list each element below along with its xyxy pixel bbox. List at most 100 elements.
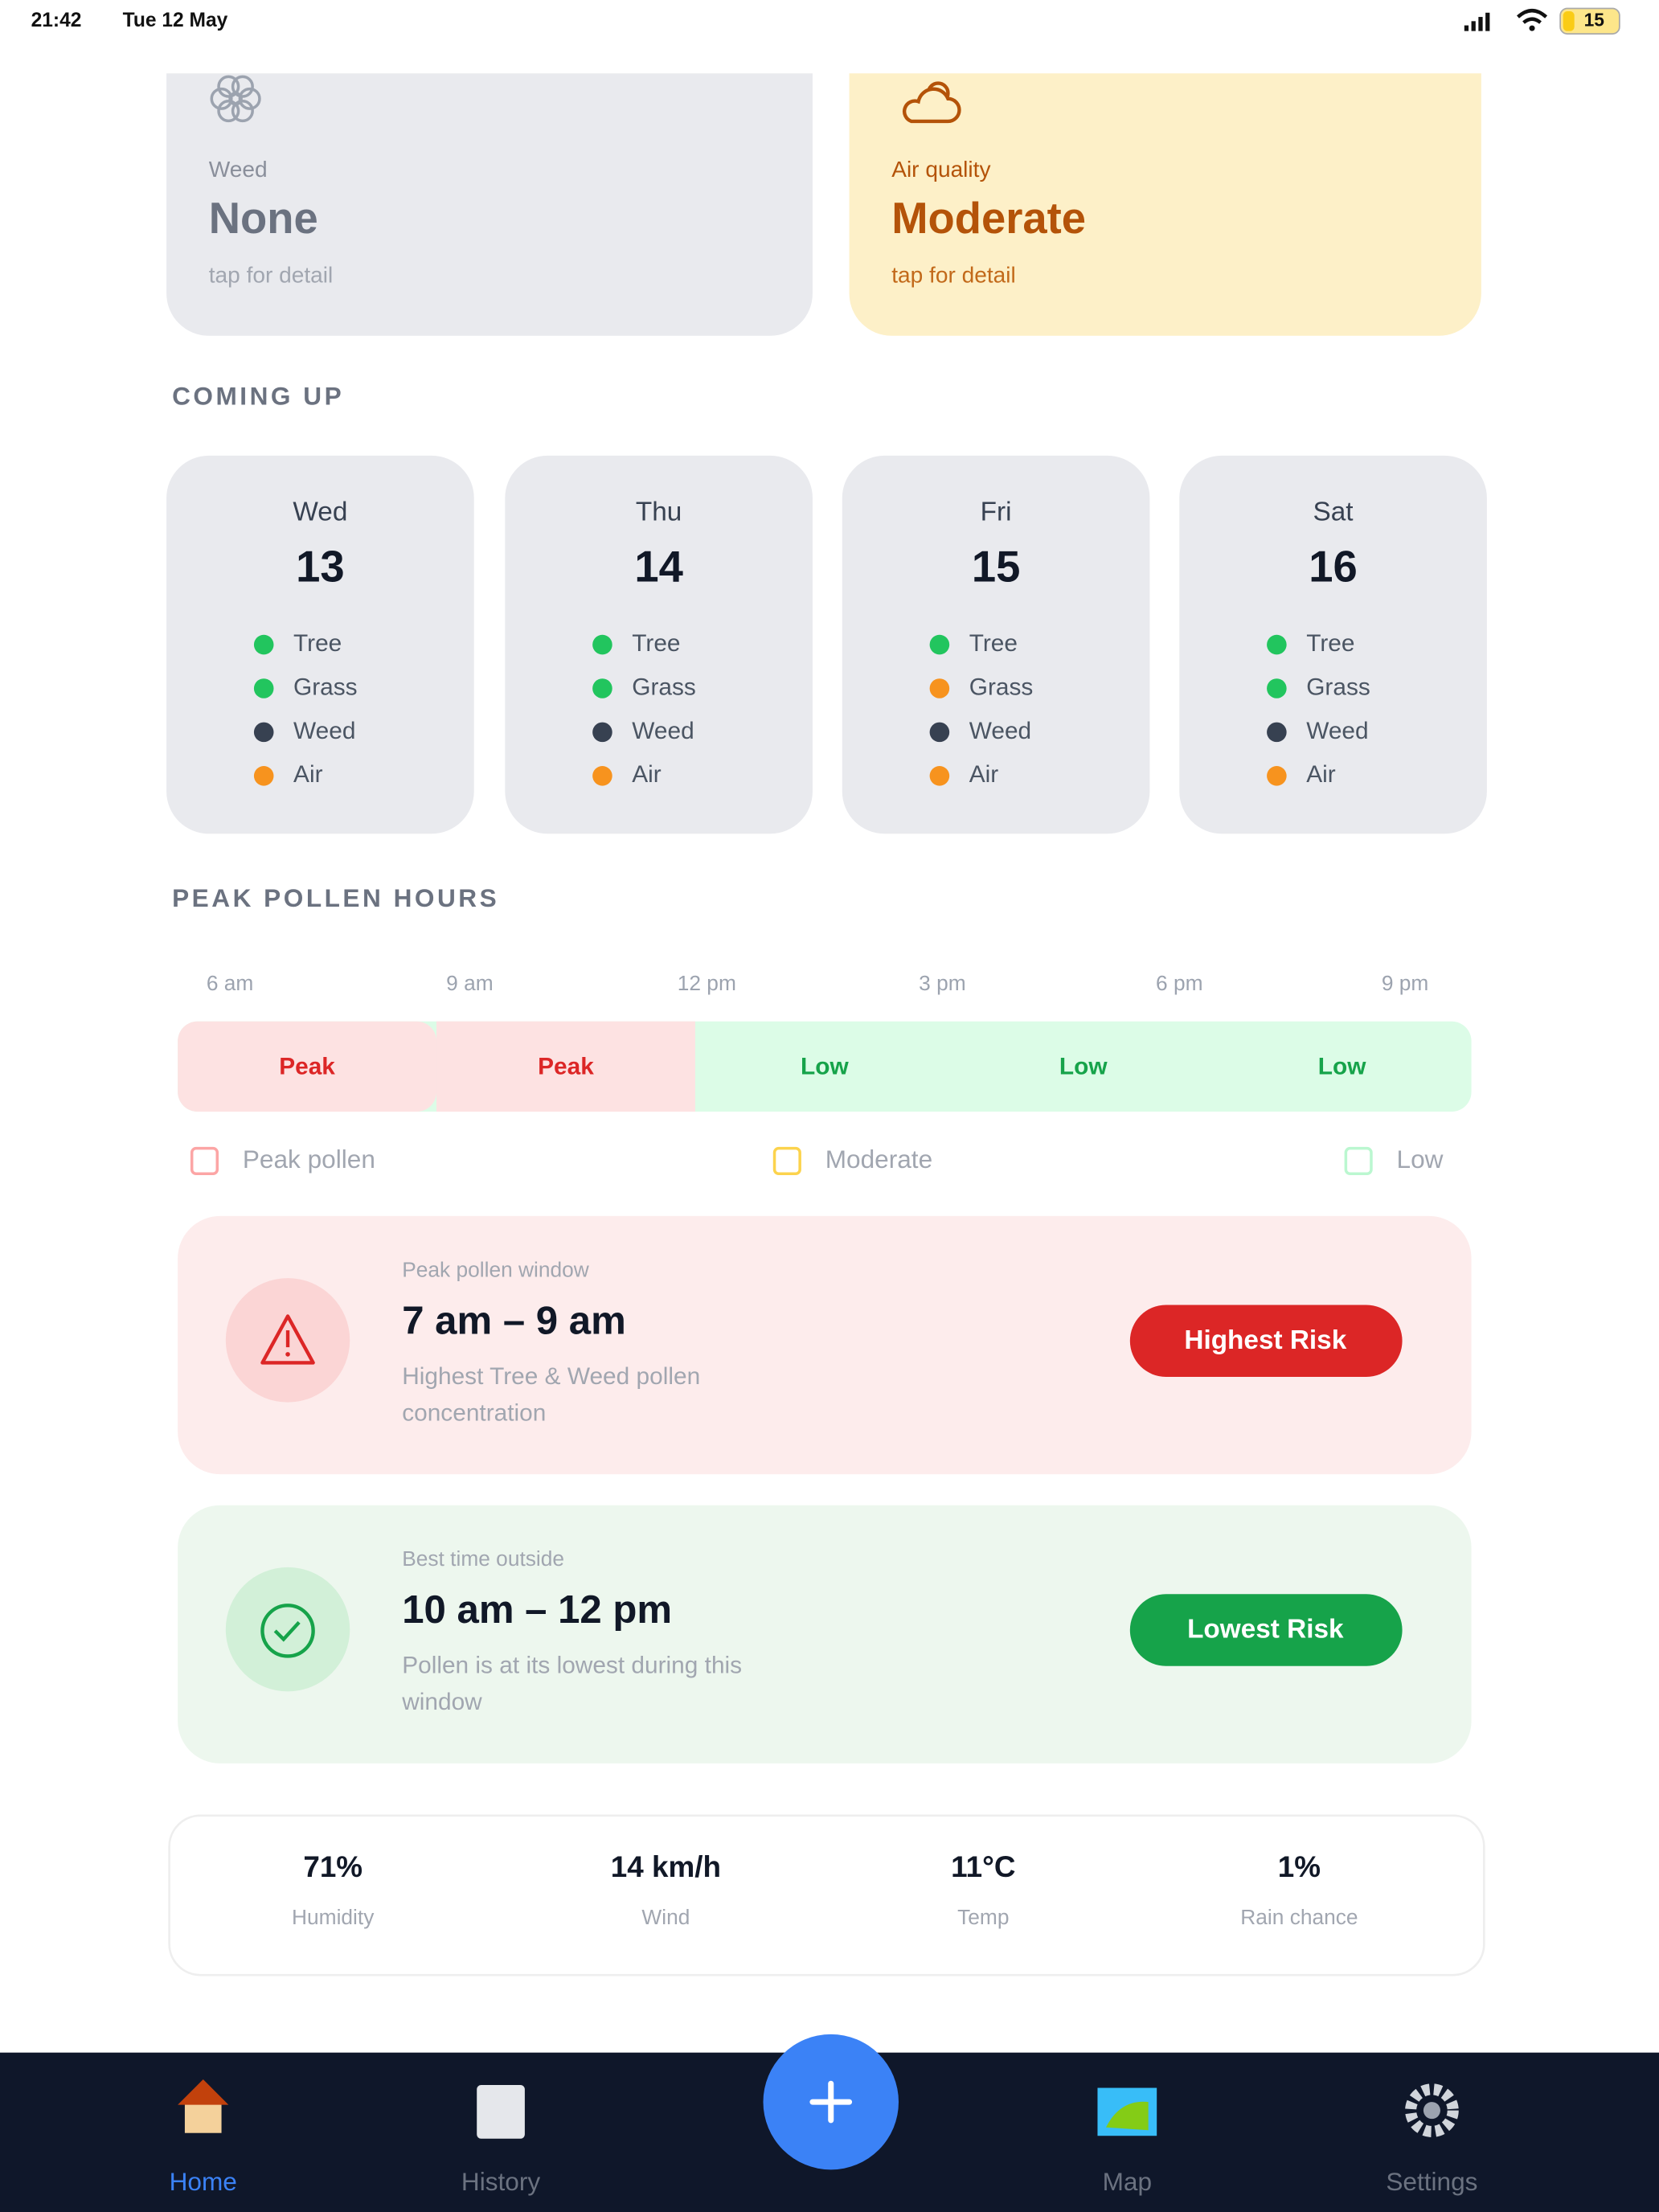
summary-card[interactable] (849, 14, 1481, 336)
level-dot (592, 722, 612, 743)
settings-core (1423, 2102, 1440, 2120)
day-name: Thu (636, 498, 682, 527)
item-name: Tree (969, 630, 1018, 657)
section-title: COMING UP (172, 381, 344, 410)
petal (217, 100, 240, 123)
risk-badge-text: Lowest Risk (1187, 1615, 1344, 1645)
item-name: Weed (1306, 718, 1368, 744)
level-dot (253, 766, 274, 786)
weather-card (168, 1814, 1485, 1976)
weather-label: Humidity (292, 1905, 375, 1929)
add-icon (809, 2080, 853, 2124)
item-name: Tree (632, 630, 680, 657)
time-label: 9 am (446, 971, 494, 995)
weather-value: 1% (1278, 1850, 1321, 1883)
card-value: None (209, 194, 318, 243)
wifi-icon (1517, 8, 1548, 24)
flower-center (228, 92, 243, 106)
settings-icon (1405, 2083, 1459, 2137)
segment-label: Peak (538, 1053, 594, 1079)
tab-label: History (461, 2167, 540, 2196)
warning-dot (285, 1352, 290, 1357)
signal-bar (1478, 17, 1483, 31)
item-name: Weed (293, 718, 355, 744)
day-card[interactable] (505, 455, 813, 834)
history-icon (477, 2085, 525, 2139)
alert-description: Highest Tree & Weed pollen concentration (402, 1362, 701, 1427)
level-dot (1267, 766, 1287, 786)
warning-icon (260, 1314, 315, 1365)
alert-description-box: Highest Tree & Weed pollen concentration (402, 1362, 701, 1427)
petal (231, 75, 254, 98)
summary-card[interactable] (166, 14, 813, 336)
legend-swatch (190, 1146, 219, 1175)
level-dot (1267, 634, 1287, 655)
item-name: Air (632, 761, 662, 788)
tab-label: Settings (1386, 2167, 1477, 2196)
day-name: Sat (1313, 498, 1354, 527)
item-name: Air (1306, 761, 1336, 788)
home-roof (178, 2079, 229, 2105)
status-date: Tue 12 May (123, 10, 228, 31)
peak-segment (436, 1021, 695, 1112)
risk-badge[interactable] (1129, 1594, 1403, 1666)
level-dot (592, 766, 612, 786)
day-date: 13 (296, 542, 345, 591)
item-name: Air (969, 761, 999, 788)
day-card[interactable] (1179, 455, 1487, 834)
alert-card (178, 1215, 1472, 1475)
segment-label: Low (1059, 1053, 1108, 1079)
level-dot (929, 722, 950, 743)
day-card[interactable] (842, 455, 1150, 834)
segment-label: Low (801, 1053, 849, 1079)
card-value: Moderate (891, 194, 1086, 243)
day-card[interactable] (166, 455, 474, 834)
item-name: Grass (293, 674, 358, 700)
level-dot (1267, 678, 1287, 698)
item-name: Weed (632, 718, 694, 744)
peak-segment (178, 1021, 437, 1112)
segment-label: Peak (279, 1053, 335, 1079)
status-bar (0, 0, 1659, 74)
signal-bar (1485, 12, 1490, 31)
risk-badge[interactable] (1129, 1305, 1403, 1377)
level-dot (1267, 722, 1287, 743)
alert-card (178, 1505, 1472, 1763)
tab-label: Home (170, 2167, 237, 2196)
wifi-dot (1529, 25, 1535, 31)
level-dot (592, 678, 612, 698)
day-date: 16 (1309, 542, 1358, 591)
weather-value: 71% (303, 1850, 363, 1883)
day-date: 14 (634, 542, 683, 591)
signal-bar (1464, 25, 1469, 31)
legend-label: Low (1397, 1145, 1444, 1174)
level-dot (592, 634, 612, 655)
card-label: Air quality (891, 157, 990, 182)
day-name: Fri (981, 498, 1012, 527)
segment-label: Low (1318, 1053, 1366, 1079)
level-dot (253, 634, 274, 655)
section-title: PEAK POLLEN HOURS (172, 883, 499, 912)
item-name: Air (293, 761, 323, 788)
cloud (903, 87, 961, 124)
item-name: Weed (969, 718, 1031, 744)
card-label: Weed (209, 157, 268, 182)
item-name: Tree (1306, 630, 1354, 657)
weather-value: 14 km/h (611, 1850, 721, 1883)
risk-badge-text: Highest Risk (1184, 1325, 1346, 1355)
legend-swatch (1344, 1146, 1373, 1175)
card-hint: tap for detail (891, 262, 1016, 287)
item-name: Grass (969, 674, 1034, 700)
battery (1559, 7, 1620, 35)
legend-label: Peak pollen (243, 1145, 375, 1174)
check-circle (260, 1604, 315, 1658)
weather-value: 11°C (951, 1850, 1015, 1883)
day-date: 15 (972, 542, 1021, 591)
level-dot (253, 722, 274, 743)
battery-text: 15 (1584, 9, 1605, 30)
weather-label: Rain chance (1240, 1905, 1358, 1929)
weather-icon (903, 81, 961, 124)
day-name: Wed (293, 498, 347, 527)
